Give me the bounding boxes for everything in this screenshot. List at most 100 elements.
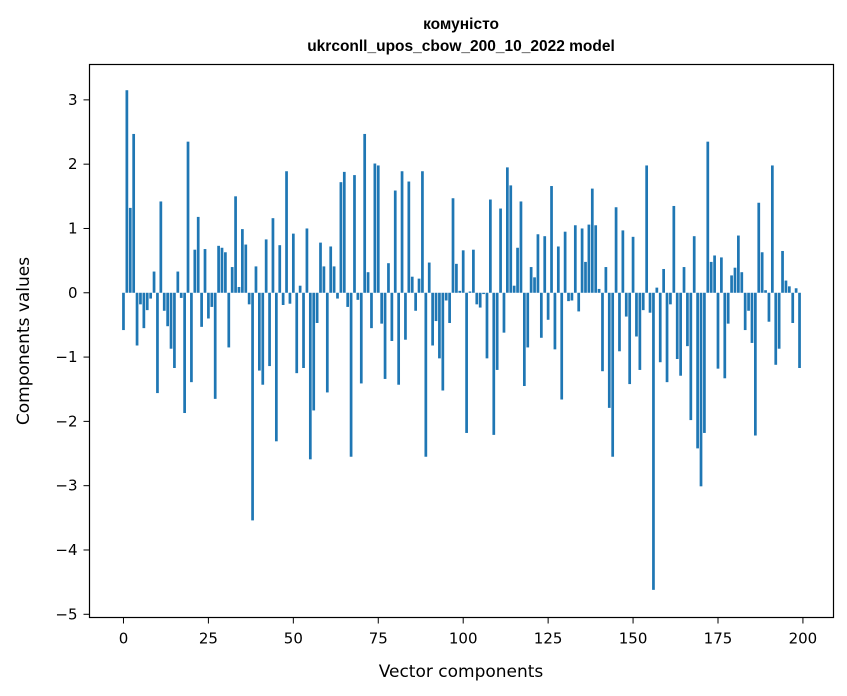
bar [366, 272, 370, 293]
bar [142, 292, 146, 329]
bar [730, 275, 733, 293]
bar [635, 292, 638, 337]
bar [356, 292, 360, 300]
bar [709, 261, 713, 293]
bar [607, 292, 611, 408]
bar [159, 201, 163, 293]
bar [652, 292, 655, 590]
bar [383, 292, 387, 379]
bar [427, 262, 431, 293]
bar [156, 292, 159, 394]
bar [499, 208, 502, 293]
bar [342, 171, 346, 293]
bar [169, 292, 173, 349]
plot-frame [88, 63, 835, 619]
bar [495, 292, 499, 370]
bar [519, 201, 523, 293]
bar [312, 292, 316, 411]
y-tick-label: −4 [55, 541, 77, 559]
bar [570, 292, 574, 301]
chart-title-line2: ukrconll_upos_cbow_200_10_2022 model [307, 38, 615, 55]
bar [278, 245, 282, 293]
bar [152, 271, 156, 293]
bar [794, 288, 798, 293]
bar [618, 292, 621, 352]
y-tick-label: −2 [55, 412, 77, 430]
x-tick-label: 75 [369, 630, 388, 648]
bar [274, 292, 278, 442]
bar [203, 249, 207, 293]
bar [604, 267, 608, 293]
bar [258, 292, 261, 371]
bar [740, 272, 744, 293]
bar [190, 292, 193, 383]
bar [380, 292, 384, 324]
bar [781, 250, 784, 293]
bar [546, 292, 550, 320]
bar [332, 266, 336, 293]
bar [125, 90, 129, 293]
bar [336, 292, 339, 299]
bar [492, 292, 496, 435]
bar [400, 171, 404, 293]
bar [322, 266, 326, 293]
bar [777, 292, 781, 349]
bar [726, 292, 730, 324]
bar [597, 288, 601, 293]
bar [421, 171, 424, 293]
bar [173, 292, 176, 368]
bar [404, 292, 407, 340]
bar [220, 247, 224, 293]
bar [268, 292, 271, 367]
bar [614, 207, 618, 293]
bar [346, 292, 350, 307]
bar [516, 247, 519, 293]
bar [737, 235, 740, 293]
bar [122, 292, 125, 331]
bar [767, 292, 771, 322]
bar [529, 267, 533, 293]
bar [590, 188, 594, 293]
bar [186, 141, 190, 293]
bar [478, 292, 482, 308]
bar [227, 292, 231, 348]
bar [686, 292, 689, 347]
bar [359, 292, 363, 384]
y-tick-label: −3 [55, 477, 77, 495]
bar [770, 165, 774, 293]
bar [587, 224, 591, 293]
bar [621, 230, 625, 293]
bar [465, 292, 468, 433]
bar [455, 263, 458, 293]
bar [264, 239, 268, 293]
y-tick-label: 0 [68, 284, 78, 302]
bar [675, 292, 679, 359]
bar [754, 292, 757, 436]
bar [135, 292, 139, 346]
bar [393, 190, 397, 293]
bar [641, 292, 645, 311]
bar [689, 292, 693, 421]
bar [417, 278, 421, 293]
bar [305, 228, 309, 293]
bar [193, 249, 197, 293]
bar [631, 236, 635, 293]
bar [410, 276, 414, 293]
bar [669, 292, 672, 305]
bar [526, 292, 530, 348]
bar [539, 292, 543, 338]
bar [662, 268, 665, 293]
bar [533, 277, 536, 293]
bar [696, 292, 699, 449]
bar [703, 292, 706, 433]
bar [461, 250, 465, 293]
bar [387, 263, 390, 293]
bar [397, 292, 401, 385]
bar [241, 229, 244, 293]
bar [166, 292, 169, 327]
bar [791, 292, 795, 323]
x-tick-label: 200 [789, 630, 818, 648]
bar [784, 280, 788, 293]
